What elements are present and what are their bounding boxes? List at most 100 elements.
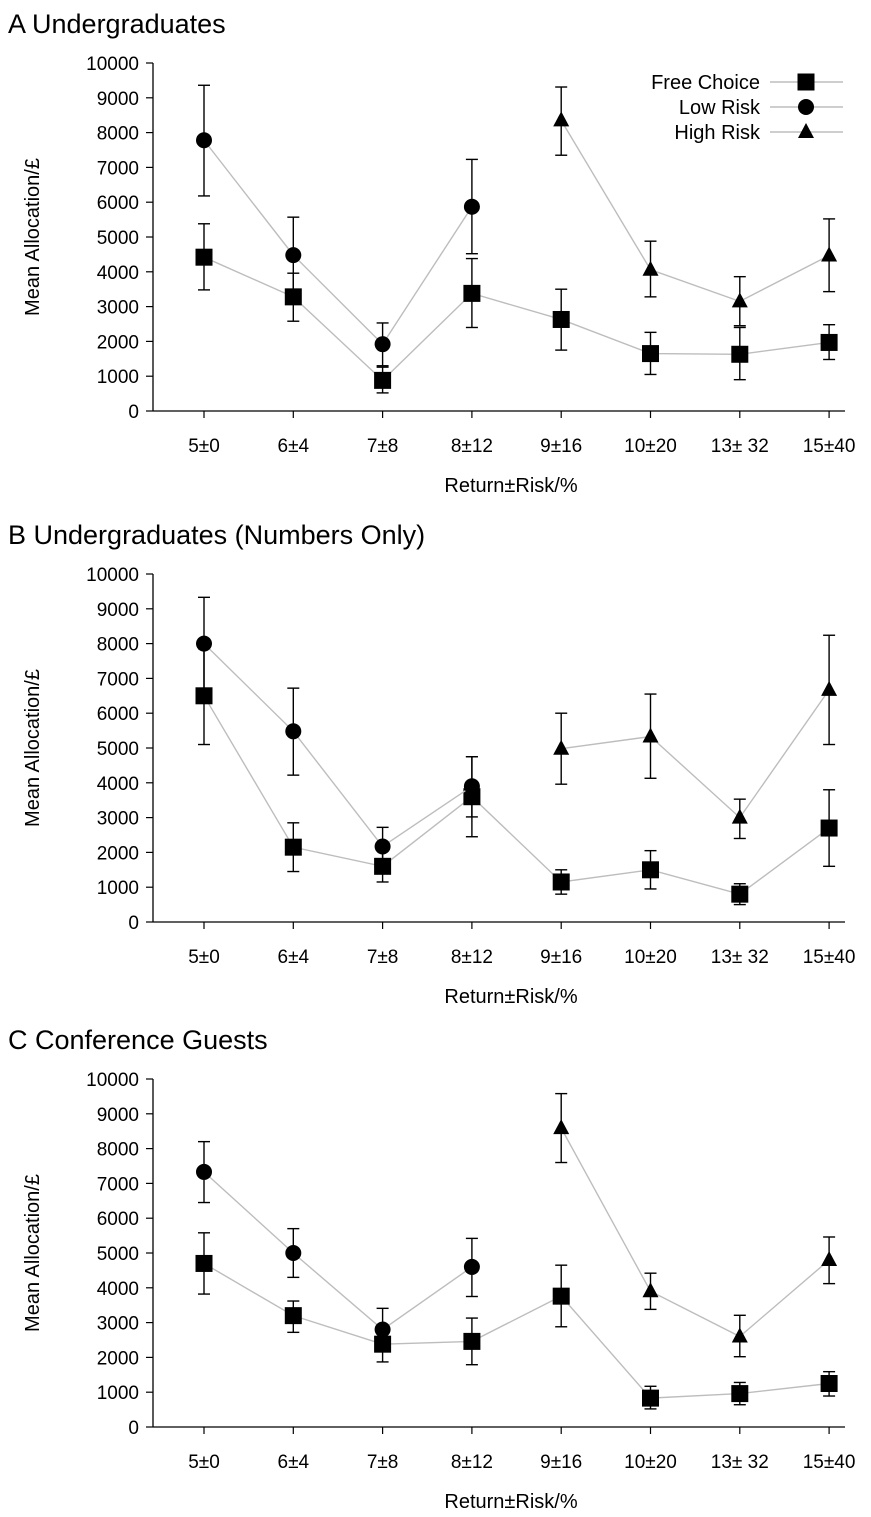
y-tick-label: 9000	[97, 1105, 139, 1126]
data-point-circle	[374, 1321, 391, 1338]
data-point-circle	[196, 1163, 212, 1180]
data-point-square	[642, 345, 659, 363]
x-tick-label: 7±8	[367, 436, 399, 457]
x-tick-label: 5±0	[188, 1452, 220, 1473]
y-tick-label: 1000	[97, 367, 139, 388]
data-point-square	[820, 1375, 838, 1392]
data-point-circle	[374, 336, 391, 353]
data-point-square	[195, 1254, 213, 1272]
x-tick-label: 9±16	[540, 947, 582, 968]
data-point-circle	[196, 635, 212, 652]
x-tick-label: 15±40	[803, 436, 856, 457]
series-line	[203, 1171, 473, 1331]
x-tick-label: 13± 32	[711, 436, 769, 457]
y-tick-label: 2000	[97, 332, 139, 353]
data-point-square	[552, 873, 570, 891]
x-axis-label: Return±Risk/%	[444, 1491, 577, 1513]
data-point-square	[374, 371, 392, 389]
x-axis-label: Return±Risk/%	[444, 986, 577, 1008]
data-point-triangle	[731, 1327, 748, 1343]
data-point-triangle	[553, 111, 570, 127]
data-point-square	[463, 284, 481, 302]
data-point-square	[731, 885, 749, 903]
data-point-circle	[463, 198, 480, 215]
series-high-risk	[553, 1092, 838, 1358]
legend-label: Low Risk	[679, 97, 761, 119]
chart-svg-b: B Undergraduates (Numbers Only) 0 1000 2000…	[8, 520, 856, 1008]
data-point-circle	[374, 838, 391, 855]
y-tick-label: 1000	[97, 1383, 139, 1404]
data-point-square	[820, 819, 838, 837]
y-axis-label: Mean Allocation/£	[22, 158, 44, 316]
chart-panel-b: B Undergraduates (Numbers Only) 0 1000 2000…	[0, 511, 871, 1011]
data-point-square	[642, 861, 659, 879]
data-point-square	[820, 333, 838, 351]
data-point-square	[642, 1389, 659, 1407]
y-tick-label: 0	[128, 913, 139, 934]
y-tick-label: 7000	[97, 1174, 139, 1195]
x-tick-label: 9±16	[540, 1452, 582, 1473]
legend-marker-square	[797, 73, 815, 91]
data-point-square	[195, 687, 213, 705]
series-line	[560, 120, 830, 303]
data-point-square	[552, 310, 570, 328]
series-high-risk	[553, 634, 838, 840]
x-tick-label: 8±12	[451, 1452, 493, 1473]
data-point-triangle	[642, 1282, 659, 1298]
y-tick-label: 9000	[97, 89, 139, 110]
y-tick-label: 7000	[97, 158, 139, 179]
y-tick-label: 3000	[97, 809, 139, 830]
series-free-choice	[195, 1232, 838, 1410]
series-low-risk	[196, 1140, 480, 1350]
series-free-choice	[195, 648, 838, 906]
x-tick-label: 15±40	[803, 1452, 856, 1473]
data-point-square	[552, 1287, 570, 1305]
y-tick-label: 3000	[97, 298, 139, 319]
y-tick-label: 4000	[97, 1279, 139, 1300]
data-point-square	[374, 857, 392, 875]
data-point-triangle	[642, 727, 659, 743]
x-tick-label: 10±20	[624, 947, 677, 968]
x-tick-label: 9±16	[540, 436, 582, 457]
series-low-risk	[196, 596, 480, 866]
data-point-triangle	[553, 739, 570, 755]
x-tick-label: 6±4	[278, 947, 310, 968]
data-point-triangle	[553, 1119, 570, 1135]
y-tick-label: 1000	[97, 878, 139, 899]
series-line	[203, 256, 830, 382]
y-tick-label: 10000	[86, 565, 139, 586]
x-tick-label: 5±0	[188, 436, 220, 457]
x-axis-label: Return±Risk/%	[444, 475, 577, 497]
chart-panel-a: A Undergraduates 0 1000 2000 3000 4000 5000 600…	[0, 0, 871, 500]
data-point-triangle	[642, 260, 659, 276]
data-point-square	[731, 1385, 749, 1403]
series-high-risk	[553, 86, 838, 327]
data-point-square	[284, 1307, 302, 1325]
data-point-circle	[285, 723, 302, 740]
x-tick-label: 6±4	[278, 436, 310, 457]
y-tick-label: 2000	[97, 843, 139, 864]
y-tick-label: 10000	[86, 54, 139, 75]
y-tick-label: 6000	[97, 193, 139, 214]
y-tick-label: 6000	[97, 704, 139, 725]
series-line	[560, 1127, 830, 1338]
series-line	[561, 689, 830, 819]
y-tick-label: 4000	[97, 263, 139, 284]
chart-panel-c: C Conference Guests 0 1000 2000 3000 4000 5000…	[0, 1016, 871, 1516]
x-tick-label: 13± 32	[711, 1452, 769, 1473]
data-point-circle	[196, 132, 212, 149]
y-tick-label: 0	[128, 402, 139, 423]
data-point-square	[284, 838, 302, 856]
data-point-square	[463, 1332, 481, 1350]
y-tick-label: 5000	[97, 228, 139, 249]
legend-label: Free Choice	[651, 72, 760, 94]
x-tick-label: 15±40	[803, 947, 856, 968]
y-tick-label: 8000	[97, 1140, 139, 1161]
data-point-circle	[463, 1258, 480, 1275]
series-line	[203, 695, 830, 895]
y-axis-label: Mean Allocation/£	[22, 1174, 44, 1332]
x-tick-label: 8±12	[451, 436, 493, 457]
series-free-choice	[195, 223, 838, 394]
x-tick-label: 7±8	[367, 947, 399, 968]
y-tick-label: 3000	[97, 1314, 139, 1335]
